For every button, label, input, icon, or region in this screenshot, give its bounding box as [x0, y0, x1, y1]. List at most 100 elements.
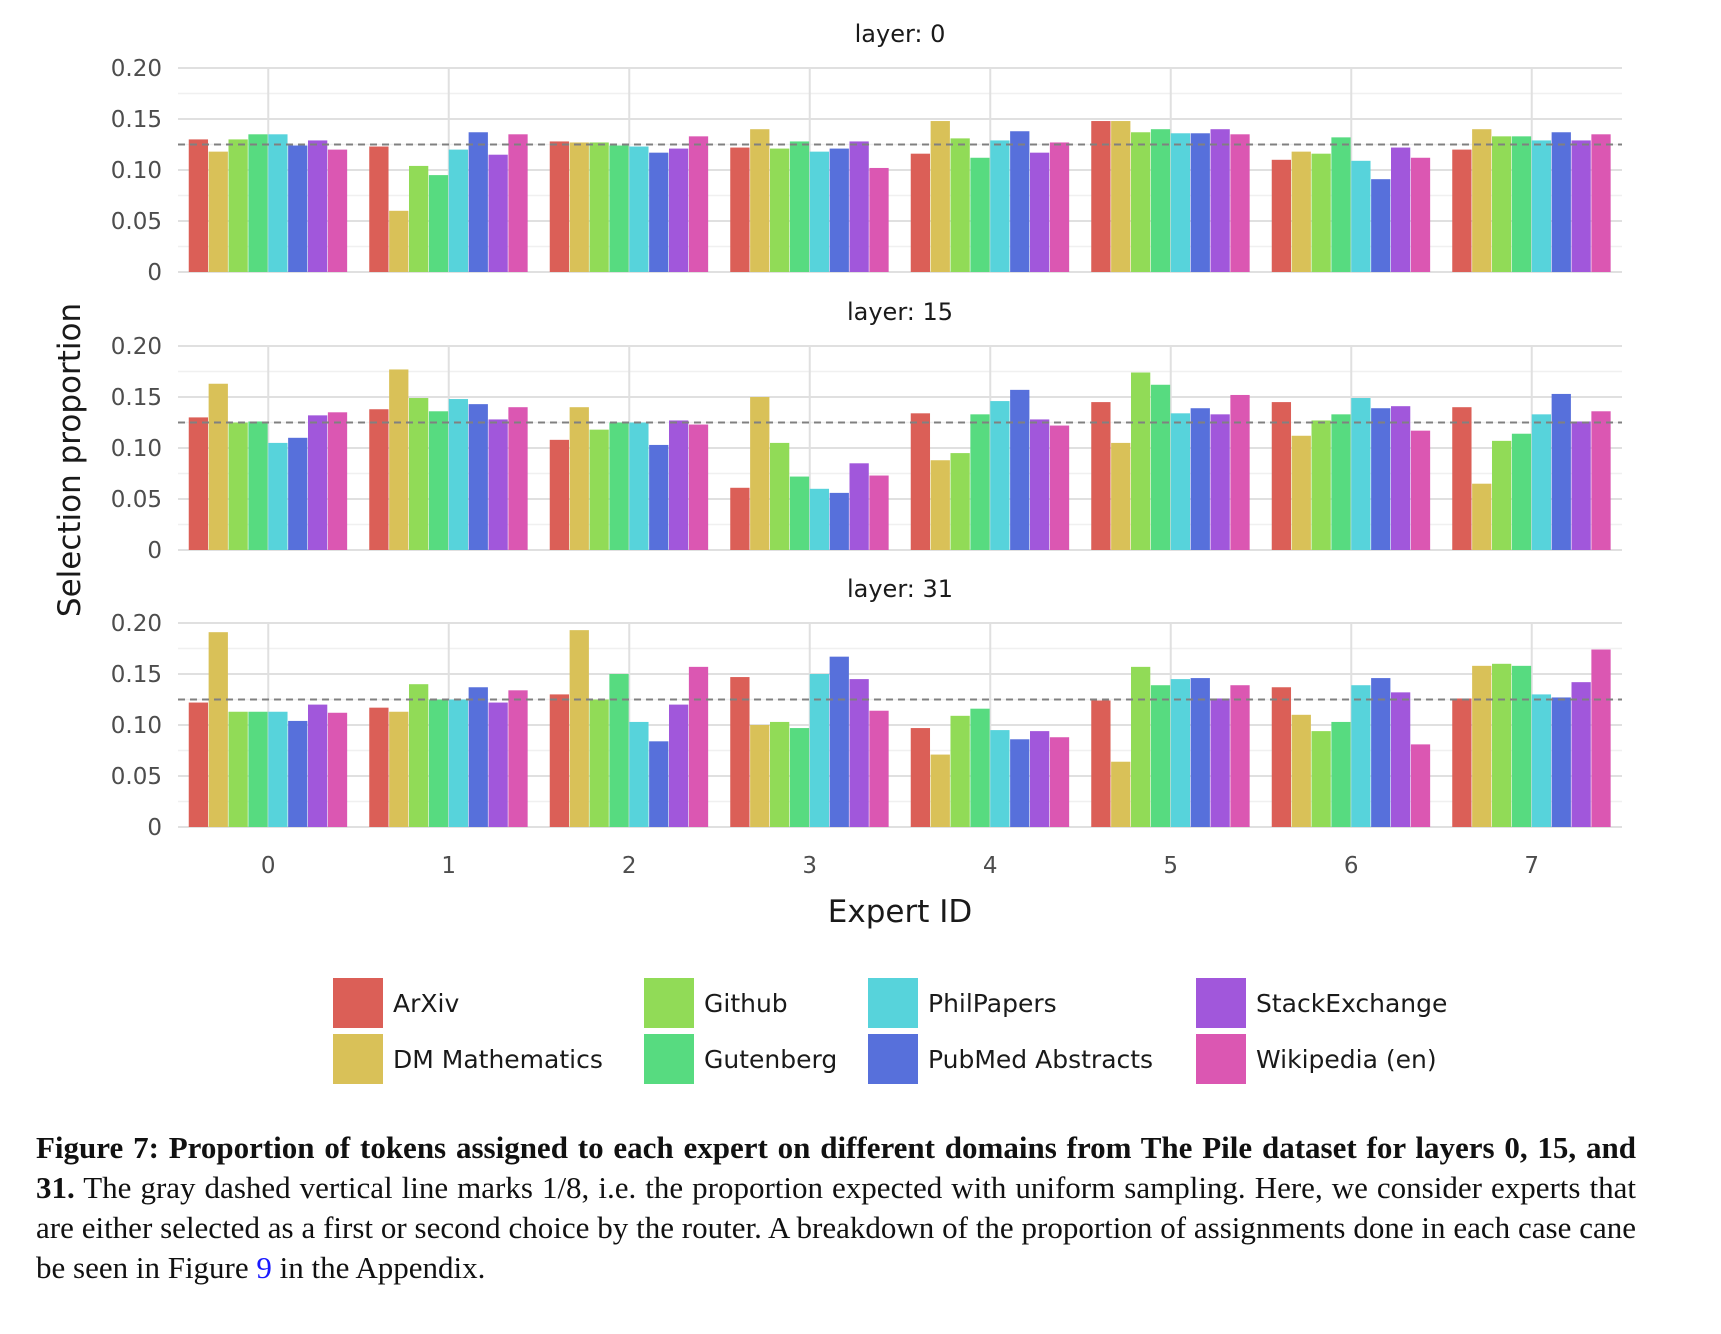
y-tick-label: 0.05 — [111, 487, 162, 513]
bar — [849, 463, 869, 550]
bar — [468, 132, 488, 272]
bar — [950, 138, 970, 272]
bar — [448, 149, 469, 272]
y-tick-label: 0.15 — [111, 385, 162, 411]
bar — [629, 146, 649, 272]
bar — [1049, 737, 1070, 827]
bar — [1210, 414, 1230, 550]
bar — [669, 148, 689, 272]
bar — [308, 415, 328, 550]
bar — [629, 422, 649, 550]
caption-figure-ref[interactable]: 9 — [256, 1250, 272, 1285]
legend-label: ArXiv — [393, 989, 459, 1018]
bar — [1531, 414, 1552, 550]
legend-label: Github — [704, 989, 788, 1018]
bar — [1371, 408, 1391, 550]
bar — [1551, 132, 1571, 272]
bar — [1371, 678, 1391, 827]
legend-swatch — [333, 1034, 383, 1084]
bar — [1591, 411, 1611, 550]
bar — [950, 453, 970, 550]
legend-swatch — [333, 978, 383, 1028]
bar — [829, 656, 849, 827]
bar — [208, 632, 228, 827]
bar — [327, 712, 348, 827]
caption-text-2: in the Appendix. — [271, 1250, 486, 1285]
legend-label: PubMed Abstracts — [928, 1045, 1153, 1074]
bar — [569, 630, 589, 827]
bar — [750, 397, 770, 550]
bar — [1170, 413, 1191, 550]
bar — [1351, 398, 1371, 550]
bar — [1492, 136, 1512, 272]
bar — [448, 699, 469, 827]
x-tick-label: 5 — [1163, 853, 1178, 879]
bar — [508, 407, 528, 550]
bar — [1452, 407, 1472, 550]
bar — [910, 413, 931, 550]
bar — [849, 679, 869, 827]
bar — [1170, 679, 1191, 827]
bar — [688, 666, 709, 827]
bar — [1391, 147, 1411, 272]
y-tick-label: 0.10 — [111, 713, 162, 739]
y-tick-label: 0.15 — [111, 662, 162, 688]
x-tick-label: 0 — [261, 853, 276, 879]
y-tick-label: 0 — [147, 815, 162, 841]
bar — [1030, 419, 1050, 550]
bar — [1111, 121, 1131, 272]
caption-bold: Figure 7: Proportion of tokens assigned … — [36, 1130, 1636, 1205]
bar — [809, 488, 830, 550]
bar — [228, 711, 248, 827]
bar — [1472, 129, 1492, 272]
bar — [1391, 406, 1411, 550]
bar — [1049, 425, 1070, 550]
bar — [1452, 698, 1472, 827]
bar — [970, 414, 990, 550]
bar — [188, 417, 209, 550]
bar — [930, 121, 950, 272]
bar — [428, 699, 449, 827]
bar — [1311, 153, 1331, 272]
y-axis-title: Selection proportion — [52, 303, 88, 617]
x-tick-label: 4 — [983, 853, 998, 879]
bar — [669, 704, 689, 827]
bar — [409, 684, 429, 827]
bar — [1571, 140, 1591, 272]
bar — [1049, 142, 1070, 272]
bar — [1452, 149, 1472, 272]
bar — [1291, 435, 1311, 550]
y-tick-label: 0 — [147, 538, 162, 564]
bar — [1492, 663, 1512, 827]
bar — [1091, 402, 1111, 550]
y-tick-label: 0.20 — [111, 56, 162, 82]
bar — [268, 711, 288, 827]
bar — [730, 677, 750, 827]
panel-title: layer: 31 — [847, 575, 953, 603]
bar — [268, 442, 288, 550]
bar — [1111, 761, 1131, 827]
bar — [930, 754, 950, 827]
bar — [649, 152, 669, 272]
bar — [629, 721, 649, 827]
bar — [910, 728, 931, 827]
bar — [1331, 137, 1351, 272]
x-tick-label: 1 — [441, 853, 456, 879]
bar — [1271, 402, 1292, 550]
bar — [448, 399, 469, 550]
bar — [1030, 731, 1050, 827]
legend-label: PhilPapers — [928, 989, 1057, 1018]
bar — [1571, 421, 1591, 550]
legend-label: DM Mathematics — [393, 1045, 603, 1074]
bar — [1150, 384, 1171, 550]
bar — [488, 154, 508, 272]
bar — [1391, 692, 1411, 827]
bar — [1210, 129, 1230, 272]
legend-swatch — [1196, 978, 1246, 1028]
bar — [809, 151, 830, 272]
bar — [1291, 151, 1311, 272]
bar — [288, 720, 308, 827]
bar — [669, 420, 689, 550]
bar — [649, 741, 669, 827]
bar — [549, 694, 570, 827]
